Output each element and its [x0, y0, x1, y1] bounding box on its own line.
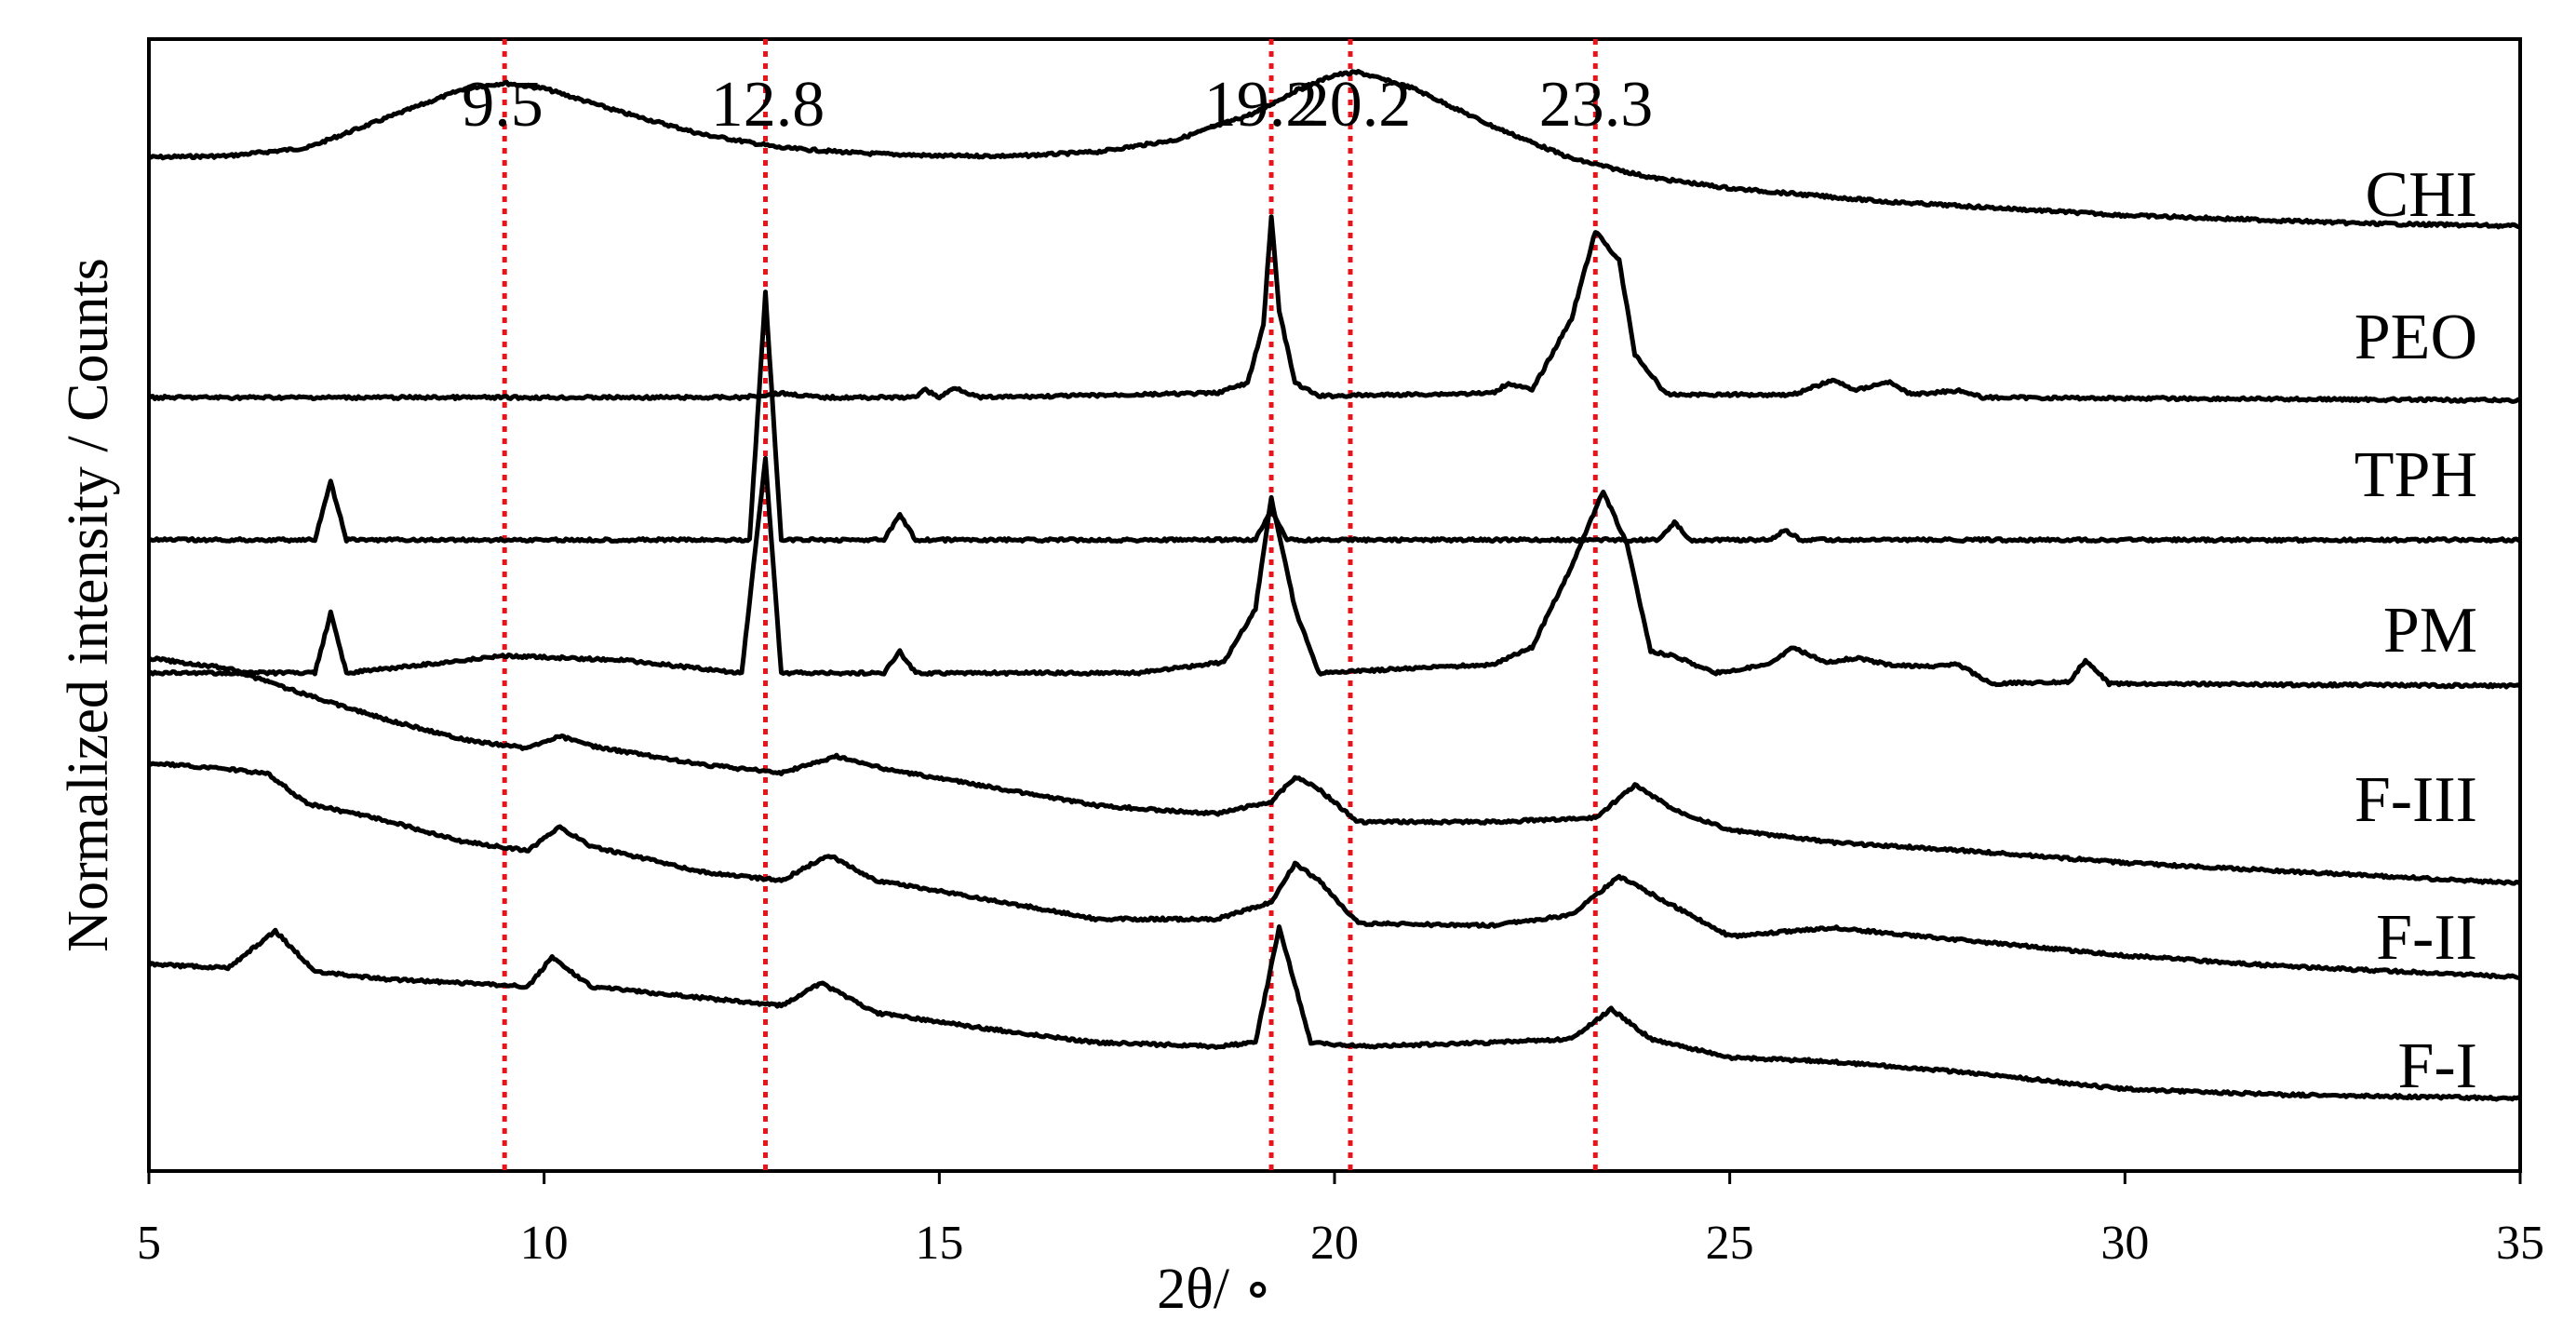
- trace-peo: [147, 214, 2522, 404]
- x-axis-title: 2θ/ ∘: [1157, 1258, 1272, 1321]
- x-tick-label: 35: [2496, 1217, 2544, 1270]
- y-axis-title: Normalized intensity / Counts: [57, 258, 120, 952]
- series-label-f-iii: F-III: [2355, 764, 2477, 836]
- trace-pm: [148, 455, 2522, 690]
- x-axis-ticks: 5 10 15 20 25 30 35: [137, 1171, 2544, 1270]
- reference-line-label: 23.3: [1539, 69, 1654, 141]
- reference-line-label: 20.2: [1297, 69, 1412, 141]
- diffraction-traces: [147, 69, 2522, 1102]
- trace-f-ii: [147, 761, 2521, 981]
- reference-lines: 9.5 12.8 19.220.2 23.3: [462, 39, 1653, 1171]
- reference-line-label: 9.5: [462, 69, 543, 141]
- series-label-chi: CHI: [2365, 159, 2477, 231]
- series-label-tph: TPH: [2355, 439, 2477, 511]
- trace-chi: [148, 69, 2521, 230]
- series-label-f-i: F-I: [2397, 1030, 2477, 1102]
- reference-line-label: 19.2: [1204, 69, 1319, 141]
- x-tick-label: 15: [915, 1217, 963, 1270]
- x-tick-label: 25: [1706, 1217, 1754, 1270]
- series-label-pm: PM: [2383, 595, 2477, 666]
- x-tick-label: 5: [137, 1217, 161, 1270]
- x-tick-label: 10: [520, 1217, 569, 1270]
- trace-f-iii: [147, 655, 2522, 886]
- trace-f-i: [147, 924, 2522, 1102]
- x-tick-label: 20: [1310, 1217, 1359, 1270]
- x-tick-label: 30: [2100, 1217, 2149, 1270]
- series-label-peo: PEO: [2355, 302, 2477, 373]
- series-labels: CHI PEO TPH PM F-III F-II F-I: [2355, 159, 2477, 1102]
- trace-tph: [147, 289, 2522, 544]
- reference-line-label: 12.8: [711, 69, 825, 141]
- series-label-f-ii: F-II: [2376, 902, 2477, 974]
